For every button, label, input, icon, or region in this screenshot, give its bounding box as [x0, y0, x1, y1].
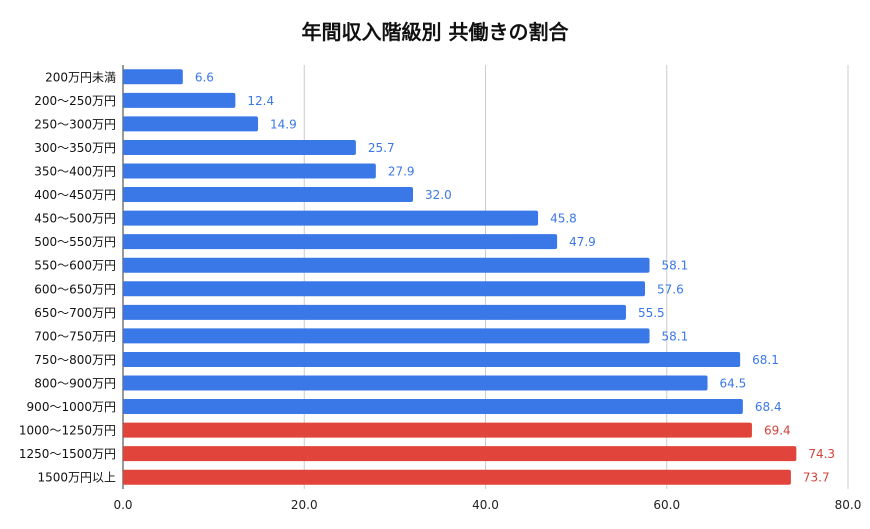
y-category-label: 350〜400万円 [34, 165, 116, 179]
bar [123, 257, 650, 273]
data-label: 55.5 [638, 306, 665, 320]
data-label: 64.5 [720, 377, 747, 391]
data-label: 68.4 [755, 400, 782, 414]
bar [123, 281, 645, 297]
bar [123, 469, 791, 485]
y-category-label: 1250〜1500万円 [19, 447, 116, 461]
y-category-label: 200〜250万円 [34, 94, 116, 108]
data-label: 32.0 [425, 188, 452, 202]
data-label: 58.1 [662, 259, 689, 273]
bar [123, 351, 741, 367]
data-label: 74.3 [808, 447, 835, 461]
x-tick-label: 60.0 [653, 498, 680, 512]
y-category-label: 750〜800万円 [34, 353, 116, 367]
data-label: 73.7 [803, 471, 830, 485]
bar [123, 210, 539, 226]
y-category-label: 800〜900万円 [34, 377, 116, 391]
data-label: 58.1 [662, 329, 689, 343]
data-label: 14.9 [270, 117, 297, 131]
bar [123, 139, 356, 155]
y-category-label: 400〜450万円 [34, 188, 116, 202]
data-label: 27.9 [388, 165, 415, 179]
data-label: 25.7 [368, 141, 395, 155]
y-category-label: 200万円未満 [45, 70, 116, 84]
y-category-label: 600〜650万円 [34, 282, 116, 296]
bar [123, 69, 183, 85]
x-tick-label: 80.0 [835, 498, 862, 512]
bar [123, 446, 797, 462]
bar [123, 304, 626, 320]
data-label: 69.4 [764, 424, 791, 438]
bar [123, 234, 558, 250]
bar [123, 328, 650, 344]
y-category-label: 900〜1000万円 [27, 400, 116, 414]
y-category-label: 700〜750万円 [34, 329, 116, 343]
bar [123, 399, 743, 415]
y-category-label: 1000〜1250万円 [19, 424, 116, 438]
y-category-label: 450〜500万円 [34, 212, 116, 226]
y-category-label: 500〜550万円 [34, 235, 116, 249]
data-label: 12.4 [247, 94, 274, 108]
y-category-label: 250〜300万円 [34, 117, 116, 131]
chart-title: 年間収入階級別 共働きの割合 [301, 20, 569, 44]
bar [123, 116, 259, 132]
data-label: 45.8 [550, 212, 577, 226]
y-category-label: 650〜700万円 [34, 306, 116, 320]
x-tick-label: 0.0 [113, 498, 132, 512]
bar [123, 92, 236, 108]
data-label: 6.6 [195, 70, 214, 84]
data-label: 57.6 [657, 282, 684, 296]
y-category-label: 300〜350万円 [34, 141, 116, 155]
y-category-label: 1500万円以上 [37, 471, 116, 485]
bar [123, 375, 708, 391]
y-category-label: 550〜600万円 [34, 259, 116, 273]
bar [123, 187, 413, 203]
x-tick-label: 20.0 [291, 498, 318, 512]
bar [123, 422, 752, 438]
x-tick-label: 40.0 [472, 498, 499, 512]
data-label: 47.9 [569, 235, 596, 249]
data-label: 68.1 [752, 353, 779, 367]
bar [123, 163, 376, 179]
